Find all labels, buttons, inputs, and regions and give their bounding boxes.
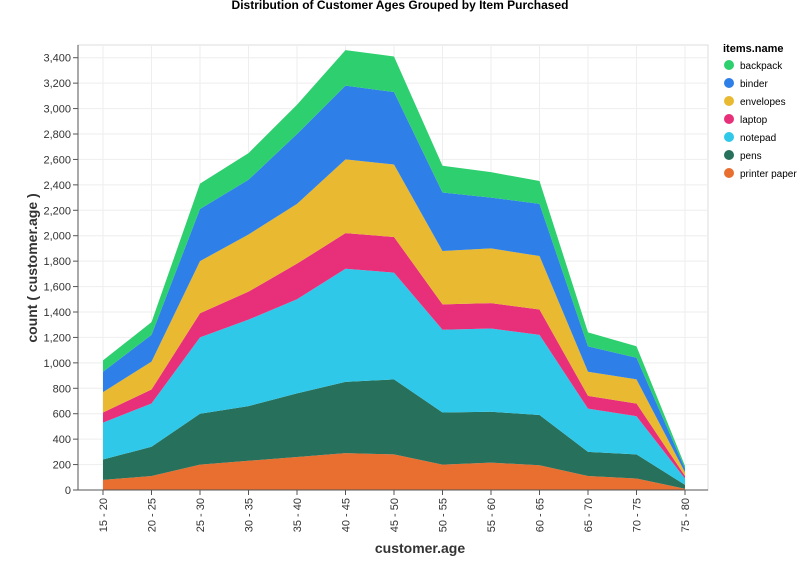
area-notepad [103, 268, 685, 485]
legend-swatch [724, 96, 734, 106]
y-tick-label: 800 [53, 383, 71, 395]
x-tick-label: 75 - 80 [680, 498, 692, 532]
legend-label: printer paper [740, 169, 797, 180]
legend-swatch [724, 114, 734, 124]
legend-item: envelopes [724, 96, 786, 108]
y-tick-label: 2,800 [43, 129, 71, 141]
x-tick-label: 25 - 30 [195, 498, 207, 532]
areas [103, 50, 685, 490]
area-printer-paper [103, 453, 685, 490]
x-tick-label: 20 - 25 [147, 498, 159, 532]
area-envelopes [103, 159, 685, 477]
y-tick-label: 1,800 [43, 256, 71, 268]
y-tick-label: 3,000 [43, 104, 71, 116]
legend-label: backpack [740, 61, 783, 72]
x-tick-label: 35 - 40 [292, 498, 304, 532]
x-tick-label: 60 - 65 [535, 498, 547, 532]
x-tick-label: 40 - 45 [341, 498, 353, 532]
y-tick-label: 2,000 [43, 231, 71, 243]
legend-swatch [724, 60, 734, 70]
legend: backpack binder envelopes laptop notepad pens… [724, 60, 797, 180]
y-tick-label: 2,200 [43, 205, 71, 217]
chart-title: Distribution of Customer Ages Grouped by… [232, 0, 569, 12]
legend-swatch [724, 168, 734, 178]
x-tick-label: 30 - 35 [244, 498, 256, 532]
legend-item: printer paper [724, 168, 797, 180]
x-axis-label: customer.age [375, 540, 465, 556]
x-tick-label: 55 - 60 [486, 498, 498, 532]
legend-item: notepad [724, 132, 776, 144]
x-tick-label: 70 - 75 [632, 498, 644, 532]
legend-label: envelopes [740, 97, 786, 108]
y-tick-label: 200 [53, 460, 71, 472]
y-tick-label: 600 [53, 409, 71, 421]
y-tick-label: 3,400 [43, 53, 71, 65]
legend-item: binder [724, 78, 768, 90]
y-tick-label: 1,000 [43, 358, 71, 370]
legend-label: pens [740, 151, 762, 162]
area-backpack [103, 50, 685, 469]
legend-item: pens [724, 150, 762, 162]
area-pens [103, 379, 685, 489]
x-tick-label: 45 - 50 [389, 498, 401, 532]
y-tick-label: 3,200 [43, 78, 71, 90]
y-tick-label: 2,600 [43, 154, 71, 166]
area-binder [103, 85, 685, 473]
y-tick-label: 1,600 [43, 282, 71, 294]
legend-item: backpack [724, 60, 783, 72]
axes: 0 200 400 600 800 1,000 1,200 1,400 1,600 1,800 2,… [43, 45, 708, 532]
y-tick-label: 0 [65, 485, 71, 497]
legend-swatch [724, 132, 734, 142]
legend-item: laptop [724, 114, 768, 126]
legend-swatch [724, 78, 734, 88]
x-tick-label: 65 - 70 [583, 498, 595, 532]
legend-label: laptop [740, 115, 768, 126]
y-tick-label: 2,400 [43, 180, 71, 192]
legend-swatch [724, 150, 734, 160]
legend-title: items.name [723, 43, 784, 55]
x-tick-label: 15 - 20 [98, 498, 110, 532]
x-tick-label: 50 - 55 [438, 498, 450, 532]
legend-label: binder [740, 79, 768, 90]
y-tick-label: 1,200 [43, 332, 71, 344]
legend-label: notepad [740, 133, 776, 144]
y-tick-label: 1,400 [43, 307, 71, 319]
y-tick-label: 400 [53, 434, 71, 446]
area-laptop [103, 233, 685, 479]
y-axis-label: count ( customer.age ) [24, 193, 40, 342]
